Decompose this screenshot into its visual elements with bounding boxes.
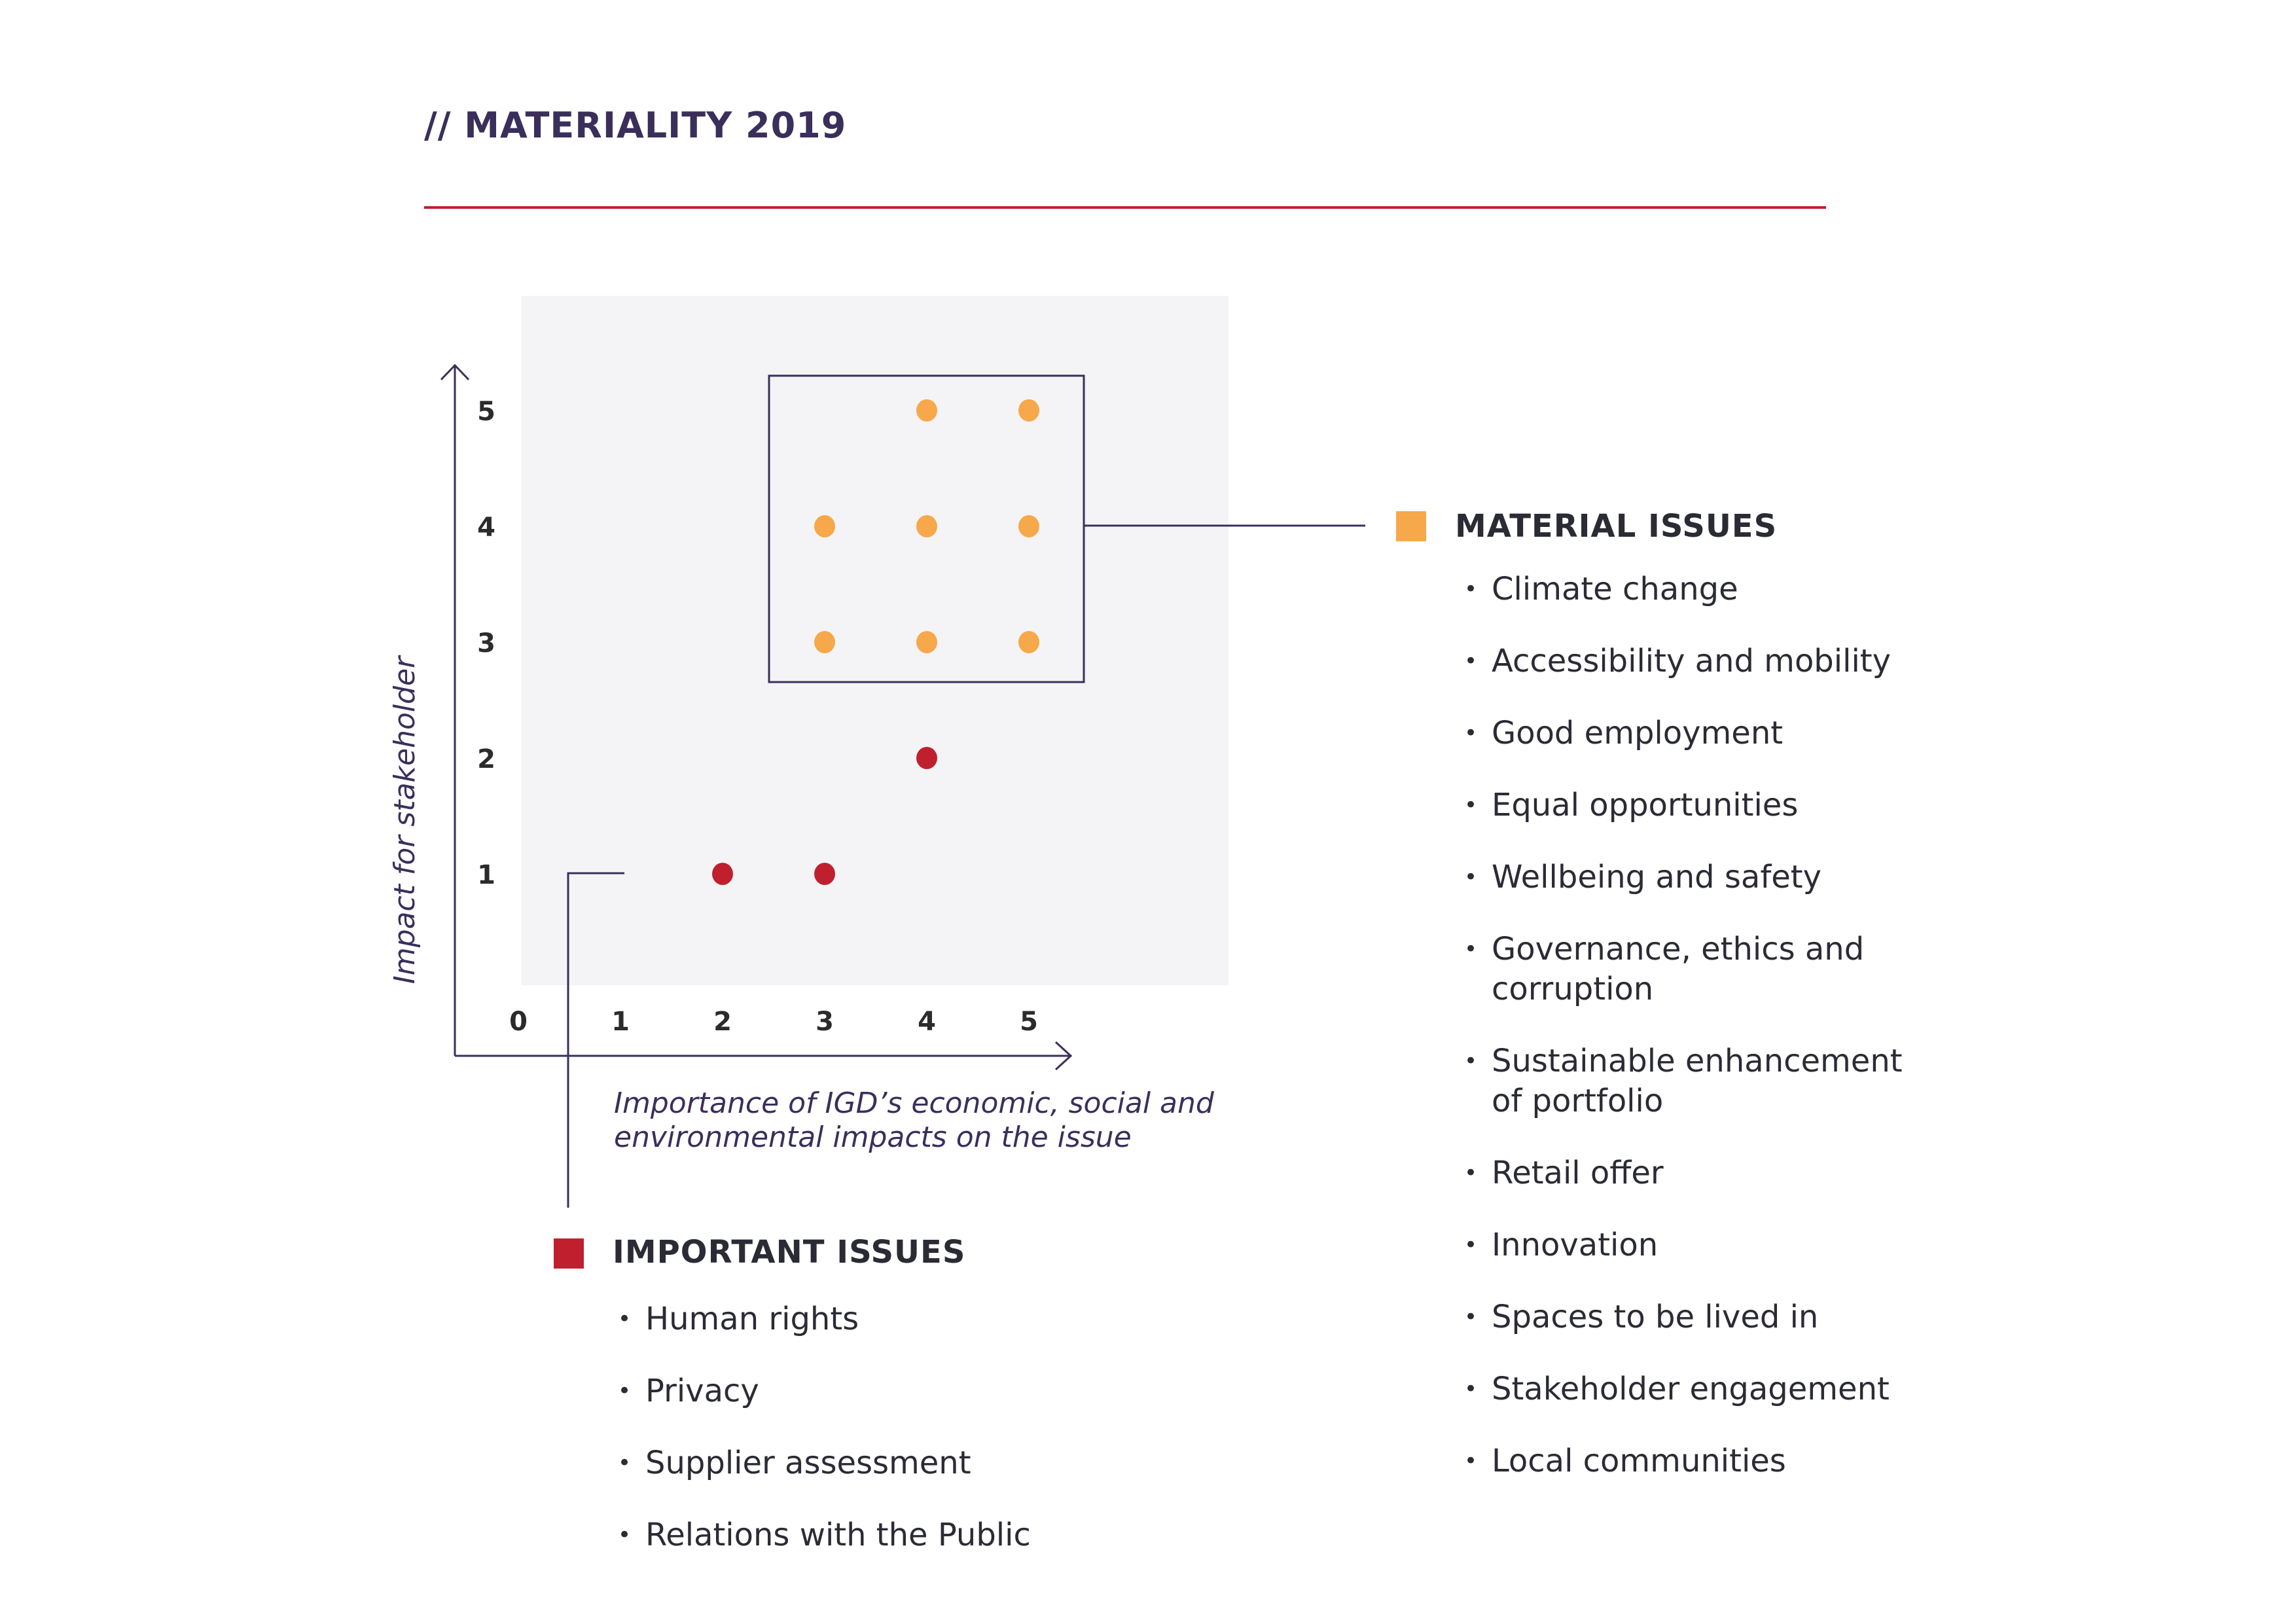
bullet-icon: • — [1464, 648, 1478, 674]
list-item: • Good employment — [1464, 713, 1924, 753]
list-item-label: Stakeholder engagement — [1492, 1371, 1890, 1407]
x-tick-label: 4 — [918, 1007, 936, 1037]
important-issues-point — [814, 863, 835, 885]
list-item: • Innovation — [1464, 1225, 1924, 1265]
material-issues-point — [1018, 515, 1039, 537]
list-item: • Governance, ethics and corruption — [1464, 929, 1924, 1009]
bullet-icon: • — [1464, 720, 1478, 746]
y-axis-arrow-icon — [440, 363, 470, 381]
bullet-icon: • — [1464, 1448, 1478, 1474]
x-tick-label: 0 — [509, 1007, 528, 1037]
plot-background — [522, 296, 1229, 985]
list-item: • Equal opportunities — [1464, 785, 1924, 825]
important-legend-title: IMPORTANT ISSUES — [613, 1234, 966, 1271]
important-connector — [567, 872, 624, 1208]
list-item: • Local communities — [1464, 1441, 1924, 1481]
list-item: • Relations with the Public — [618, 1515, 1234, 1555]
list-item-label: Climate change — [1492, 571, 1738, 607]
material-issues-point — [1018, 399, 1039, 422]
list-item-label: Wellbeing and safety — [1492, 859, 1821, 895]
list-item: • Privacy — [618, 1371, 1234, 1411]
y-axis — [440, 363, 470, 1056]
material-issues-box — [768, 374, 1085, 683]
bullet-icon: • — [1464, 864, 1478, 890]
list-item-label: Human rights — [645, 1301, 859, 1337]
material-issues-point — [916, 631, 937, 653]
bullet-icon: • — [1464, 1160, 1478, 1186]
bullet-icon: • — [1464, 576, 1478, 602]
list-item-label: Accessibility and mobility — [1492, 643, 1892, 679]
y-axis-label: Impact for stakeholder — [388, 656, 422, 984]
x-tick-label: 2 — [713, 1007, 732, 1037]
bullet-icon: • — [1464, 1304, 1478, 1330]
important-issues-point — [916, 747, 937, 769]
y-tick-label: 2 — [477, 744, 495, 774]
material-issues-point — [814, 515, 835, 537]
material-issues-point — [814, 631, 835, 653]
list-item: • Accessibility and mobility — [1464, 641, 1924, 681]
list-item-label: Relations with the Public — [645, 1517, 1031, 1553]
bullet-icon: • — [618, 1306, 632, 1332]
bullet-icon: • — [618, 1378, 632, 1404]
list-item: • Retail offer — [1464, 1153, 1924, 1193]
list-item: • Sustainable enhancement of portfolio — [1464, 1041, 1924, 1121]
x-axis-label: Importance of IGD’s economic, social and… — [614, 1087, 1214, 1154]
list-item: • Climate change — [1464, 569, 1924, 609]
list-item-label: Innovation — [1492, 1227, 1659, 1263]
list-item: • Stakeholder engagement — [1464, 1369, 1924, 1409]
list-item: • Wellbeing and safety — [1464, 857, 1924, 897]
y-tick-label: 3 — [477, 628, 495, 659]
y-tick-label: 5 — [477, 397, 495, 427]
material-issues-list: • Climate change • Accessibility and mobili… — [1464, 569, 1963, 1513]
list-item: • Human rights — [618, 1299, 1234, 1339]
bullet-icon: • — [1464, 1232, 1478, 1258]
list-item-label: Governance, ethics and corruption — [1492, 931, 1865, 1007]
bullet-icon: • — [618, 1522, 632, 1548]
list-item: • Spaces to be lived in — [1464, 1297, 1924, 1337]
page-title: // MATERIALITY 2019 — [424, 105, 847, 146]
list-item-label: Privacy — [645, 1373, 759, 1409]
bullet-icon: • — [1464, 1048, 1478, 1074]
list-item: • Supplier assessment — [618, 1443, 1234, 1483]
list-item-label: Supplier assessment — [645, 1445, 971, 1481]
bullet-icon: • — [1464, 792, 1478, 818]
y-tick-label: 1 — [477, 860, 495, 890]
list-item-label: Good employment — [1492, 715, 1784, 751]
x-tick-label: 5 — [1020, 1007, 1038, 1037]
list-item-label: Equal opportunities — [1492, 787, 1799, 823]
x-axis-arrow-icon — [1054, 1041, 1073, 1071]
x-axis — [455, 1041, 1073, 1071]
list-item-label: Local communities — [1492, 1443, 1786, 1479]
bullet-icon: • — [618, 1450, 632, 1476]
material-legend-swatch — [1396, 511, 1426, 541]
material-issues-point — [916, 399, 937, 422]
important-issues-point — [712, 863, 733, 885]
material-issues-point — [916, 515, 937, 537]
important-legend-swatch — [554, 1238, 584, 1269]
important-issues-list: • Human rights • Privacy • Supplier assessmen… — [618, 1299, 1234, 1587]
bullet-icon: • — [1464, 936, 1478, 962]
y-tick-label: 4 — [477, 513, 495, 543]
list-item-label: Sustainable enhancement of portfolio — [1492, 1043, 1903, 1119]
x-tick-label: 1 — [611, 1007, 630, 1037]
bullet-icon: • — [1464, 1376, 1478, 1402]
material-legend-title: MATERIAL ISSUES — [1455, 508, 1778, 545]
material-issues-point — [1018, 631, 1039, 653]
list-item-label: Retail offer — [1492, 1155, 1664, 1191]
x-tick-label: 3 — [816, 1007, 834, 1037]
list-item-label: Spaces to be lived in — [1492, 1299, 1819, 1335]
